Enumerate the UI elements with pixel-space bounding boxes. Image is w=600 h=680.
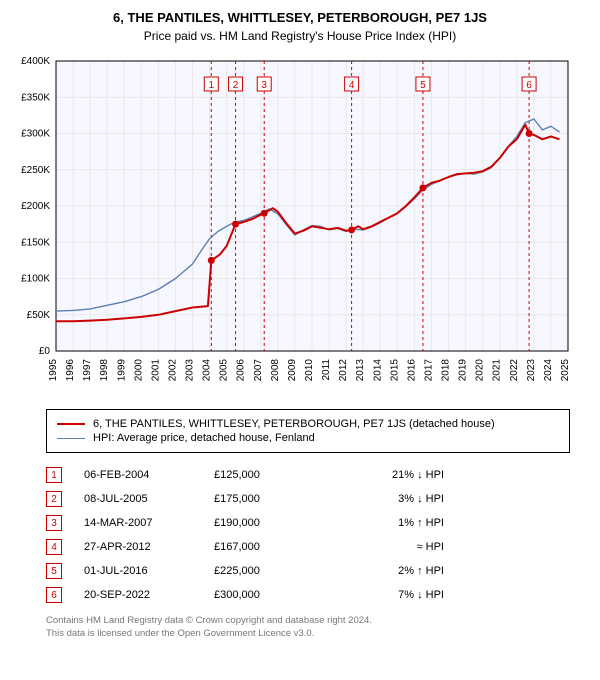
sale-date: 06-FEB-2004: [84, 469, 214, 481]
svg-text:2023: 2023: [526, 359, 537, 382]
footer-line-2: This data is licensed under the Open Gov…: [46, 628, 570, 641]
svg-text:1: 1: [209, 80, 215, 91]
sale-date: 08-JUL-2005: [84, 493, 214, 505]
legend-swatch: [57, 438, 85, 439]
svg-text:2016: 2016: [406, 359, 417, 382]
svg-text:1999: 1999: [116, 359, 127, 382]
sale-hpi-diff: 3% ↓ HPI: [324, 493, 444, 505]
sale-number-badge: 1: [46, 467, 62, 483]
sale-date: 20-SEP-2022: [84, 589, 214, 601]
svg-text:2002: 2002: [167, 359, 178, 382]
legend-label: HPI: Average price, detached house, Fenl…: [93, 432, 315, 444]
sale-hpi-diff: ≈ HPI: [324, 541, 444, 553]
svg-text:2018: 2018: [441, 359, 452, 382]
svg-text:£250K: £250K: [21, 165, 50, 176]
sale-date: 27-APR-2012: [84, 541, 214, 553]
svg-text:2003: 2003: [185, 359, 196, 382]
svg-text:2007: 2007: [253, 359, 264, 382]
svg-text:2019: 2019: [458, 359, 469, 382]
svg-text:2025: 2025: [560, 359, 571, 382]
svg-text:3: 3: [261, 80, 267, 91]
sale-number-badge: 2: [46, 491, 62, 507]
svg-text:1996: 1996: [65, 359, 76, 382]
sale-price: £190,000: [214, 517, 324, 529]
legend-item: 6, THE PANTILES, WHITTLESEY, PETERBOROUG…: [57, 418, 559, 430]
svg-text:2022: 2022: [509, 359, 520, 382]
sale-price: £300,000: [214, 589, 324, 601]
sale-row: 6 20-SEP-2022£300,0007% ↓ HPI: [46, 583, 570, 607]
svg-text:2006: 2006: [236, 359, 247, 382]
svg-text:1997: 1997: [82, 359, 93, 382]
svg-text:2013: 2013: [355, 359, 366, 382]
svg-text:2021: 2021: [492, 359, 503, 382]
chart-container: 6, THE PANTILES, WHITTLESEY, PETERBOROUG…: [0, 0, 600, 653]
svg-text:2012: 2012: [338, 359, 349, 382]
svg-text:£400K: £400K: [21, 56, 50, 67]
svg-text:£350K: £350K: [21, 92, 50, 103]
sale-number-badge: 6: [46, 587, 62, 603]
svg-text:£50K: £50K: [27, 310, 51, 321]
footer-line-1: Contains HM Land Registry data © Crown c…: [46, 615, 570, 628]
sale-row: 1 06-FEB-2004£125,00021% ↓ HPI: [46, 463, 570, 487]
price-chart: £0 £50K £100K £150K £200K £250K £300K £350K £400…: [16, 51, 576, 401]
sale-row: 3 14-MAR-2007£190,0001% ↑ HPI: [46, 511, 570, 535]
svg-text:1998: 1998: [99, 359, 110, 382]
sale-price: £125,000: [214, 469, 324, 481]
svg-text:2010: 2010: [304, 359, 315, 382]
svg-text:2011: 2011: [321, 359, 332, 381]
svg-text:2000: 2000: [133, 359, 144, 382]
sale-row: 2 08-JUL-2005£175,0003% ↓ HPI: [46, 487, 570, 511]
chart-subtitle: Price paid vs. HM Land Registry's House …: [16, 29, 584, 43]
sale-hpi-diff: 7% ↓ HPI: [324, 589, 444, 601]
svg-text:2017: 2017: [423, 359, 434, 382]
svg-text:£100K: £100K: [21, 274, 50, 285]
footer-attribution: Contains HM Land Registry data © Crown c…: [46, 615, 570, 641]
svg-text:2001: 2001: [150, 359, 161, 382]
svg-text:2024: 2024: [543, 359, 554, 382]
svg-text:£150K: £150K: [21, 237, 50, 248]
svg-text:2014: 2014: [372, 359, 383, 382]
sale-hpi-diff: 1% ↑ HPI: [324, 517, 444, 529]
sale-hpi-diff: 2% ↑ HPI: [324, 565, 444, 577]
sale-date: 14-MAR-2007: [84, 517, 214, 529]
legend-item: HPI: Average price, detached house, Fenl…: [57, 432, 559, 444]
svg-text:2004: 2004: [202, 359, 213, 382]
sale-row: 5 01-JUL-2016£225,0002% ↑ HPI: [46, 559, 570, 583]
svg-text:4: 4: [349, 80, 355, 91]
svg-text:2005: 2005: [219, 359, 230, 382]
svg-text:6: 6: [526, 80, 532, 91]
sale-number-badge: 4: [46, 539, 62, 555]
sale-number-badge: 5: [46, 563, 62, 579]
svg-text:2020: 2020: [475, 359, 486, 382]
sale-price: £225,000: [214, 565, 324, 577]
sale-hpi-diff: 21% ↓ HPI: [324, 469, 444, 481]
svg-text:£0: £0: [39, 346, 51, 357]
svg-text:1995: 1995: [48, 359, 59, 382]
sale-date: 01-JUL-2016: [84, 565, 214, 577]
legend: 6, THE PANTILES, WHITTLESEY, PETERBOROUG…: [46, 409, 570, 453]
sales-table: 1 06-FEB-2004£125,00021% ↓ HPI 2 08-JUL-200…: [46, 463, 570, 607]
svg-text:2015: 2015: [389, 359, 400, 382]
svg-text:2009: 2009: [287, 359, 298, 382]
sale-number-badge: 3: [46, 515, 62, 531]
sale-price: £167,000: [214, 541, 324, 553]
svg-text:£200K: £200K: [21, 201, 50, 212]
svg-text:5: 5: [420, 80, 426, 91]
svg-text:2: 2: [233, 80, 239, 91]
sale-row: 4 27-APR-2012£167,000≈ HPI: [46, 535, 570, 559]
svg-text:2008: 2008: [270, 359, 281, 382]
svg-text:£300K: £300K: [21, 129, 50, 140]
chart-title: 6, THE PANTILES, WHITTLESEY, PETERBOROUG…: [16, 10, 584, 25]
legend-label: 6, THE PANTILES, WHITTLESEY, PETERBOROUG…: [93, 418, 495, 430]
sale-price: £175,000: [214, 493, 324, 505]
legend-swatch: [57, 423, 85, 425]
